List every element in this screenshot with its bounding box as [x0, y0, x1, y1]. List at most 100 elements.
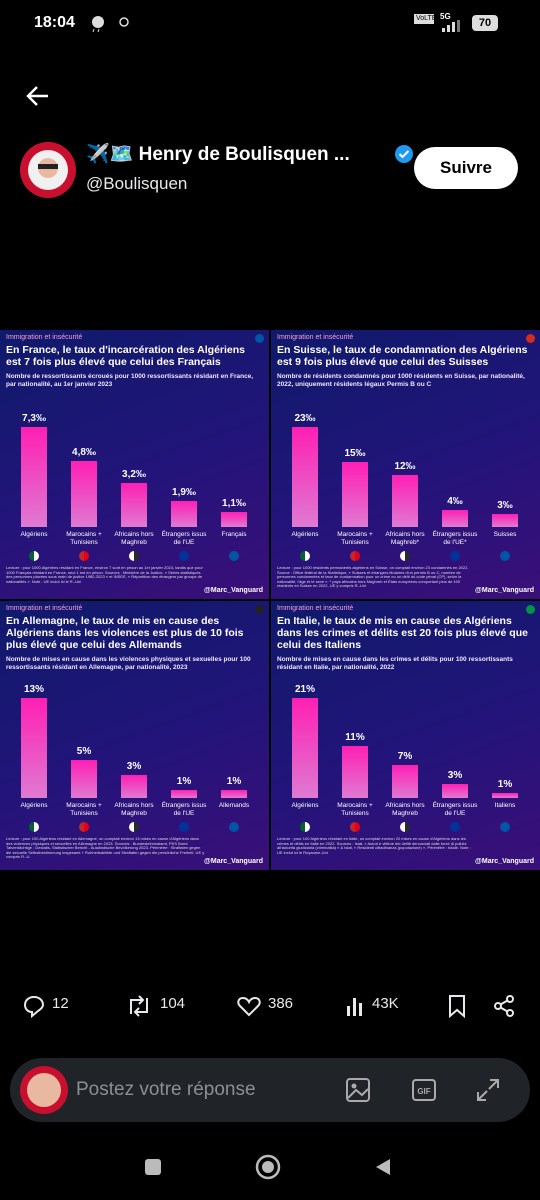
flag-icon — [500, 822, 510, 832]
country-flag — [526, 605, 535, 614]
chart-title: En Suisse, le taux de condamnation des A… — [277, 344, 528, 368]
footnote: Lecture : pour 100 Algériens résidant en… — [6, 837, 205, 860]
expand-button[interactable] — [474, 1076, 502, 1104]
volte-badge: VoLTE — [414, 14, 437, 24]
bar — [121, 483, 147, 527]
chart-header: En Allemagne, le taux de mis en cause de… — [6, 615, 258, 672]
nav-home[interactable] — [254, 1153, 282, 1181]
category-label: Italiens — [494, 802, 516, 809]
flag-icon — [450, 822, 460, 832]
author-handle[interactable]: @Boulisquen — [86, 174, 188, 193]
bar — [292, 698, 318, 798]
category-label: Étrangers issus de l'UE — [432, 802, 478, 817]
chart-tag: Immigration et insécurité — [6, 605, 83, 612]
bar — [442, 783, 468, 798]
view-count[interactable]: 43K — [372, 995, 399, 1012]
value-label: 7% — [397, 750, 413, 762]
flag-icon — [300, 822, 310, 832]
bookmark-icon[interactable] — [446, 994, 468, 1018]
credit: @Marc_Vanguard — [475, 858, 534, 865]
country-flag — [255, 605, 264, 614]
flag-icon — [350, 551, 360, 561]
flag-icon — [400, 551, 410, 561]
category-label: Marocains + Tunisiens — [66, 802, 102, 817]
repost-icon[interactable] — [126, 994, 152, 1018]
category-label: Marocains + Tunisiens — [337, 531, 373, 546]
value-label: 1% — [497, 779, 513, 791]
like-count[interactable]: 386 — [268, 995, 294, 1012]
value-label: 15‰ — [344, 447, 366, 459]
value-label: 1,1‰ — [222, 497, 246, 509]
value-label: 7,3‰ — [22, 413, 46, 424]
flag-icon — [500, 551, 510, 561]
reply-count[interactable]: 12 — [52, 995, 69, 1012]
nav-back[interactable] — [372, 1156, 394, 1178]
author-name[interactable]: ✈️🗺️ Henry de Boulisquen ... — [86, 144, 350, 165]
credit: @Marc_Vanguard — [204, 858, 263, 865]
footnote: Lecture : pour 1000 résidents permanents… — [277, 566, 469, 589]
bar — [21, 427, 47, 527]
chart-header: En Italie, le taux de mis en cause des A… — [277, 615, 529, 672]
value-label: 3% — [126, 760, 142, 772]
credit: @Marc_Vanguard — [204, 587, 263, 594]
category-label: Africains hors Maghreb — [114, 802, 154, 817]
nav-recents[interactable] — [142, 1156, 164, 1178]
flag-icon — [350, 822, 360, 832]
category-label: Étrangers issus de l'UE* — [432, 531, 478, 546]
category-label: Algériens — [291, 531, 319, 538]
chart-subtitle: Nombre de mises en cause dans les violen… — [6, 656, 251, 671]
category-label: Français — [221, 531, 247, 538]
bar — [292, 427, 318, 527]
views-icon[interactable] — [344, 994, 368, 1018]
image-grid[interactable]: Immigration et insécurité En France, le t… — [0, 330, 540, 870]
bar — [392, 764, 418, 798]
category-label: Algériens — [20, 802, 48, 809]
flag-icon — [129, 551, 139, 561]
like-icon[interactable] — [236, 994, 262, 1018]
bar — [392, 474, 418, 527]
category-label: Africains hors Maghreb — [385, 802, 425, 817]
avatar[interactable] — [20, 142, 76, 198]
flag-icon — [450, 551, 460, 561]
back-button[interactable] — [24, 82, 52, 110]
chart-panel: Immigration et insécurité En Suisse, le t… — [271, 330, 540, 599]
category-label: Marocains + Tunisiens — [66, 531, 102, 546]
bar — [21, 698, 47, 798]
category-label: Algériens — [291, 802, 319, 809]
bar — [342, 461, 368, 527]
bar — [342, 745, 368, 798]
bar — [71, 759, 97, 798]
category-label: Africains hors Maghreb* — [385, 531, 425, 546]
value-label: 3% — [447, 769, 463, 781]
my-avatar — [20, 1066, 68, 1114]
value-label: 1% — [176, 776, 192, 788]
bar — [121, 774, 147, 798]
follow-button[interactable]: Suivre — [414, 147, 518, 189]
chart-title: En France, le taux d'incarcération des A… — [6, 344, 246, 368]
flag-icon — [229, 822, 239, 832]
reply-icon[interactable] — [22, 994, 46, 1018]
weather-icon — [92, 16, 104, 32]
country-flag — [255, 334, 264, 343]
category-label: Étrangers issus de l'UE — [161, 802, 207, 817]
country-flag — [526, 334, 535, 343]
reply-box[interactable] — [10, 1058, 530, 1122]
flag-icon — [179, 822, 189, 832]
flag-icon — [79, 822, 89, 832]
image-button[interactable] — [344, 1076, 372, 1104]
clock: 18:04 — [34, 14, 75, 31]
value-label: 1,9‰ — [172, 486, 196, 498]
value-label: 4‰ — [447, 495, 463, 507]
chart-header: En Suisse, le taux de condamnation des A… — [277, 344, 529, 389]
share-icon[interactable] — [492, 994, 516, 1018]
value-label: 12‰ — [394, 460, 416, 472]
network: 5G — [440, 12, 451, 21]
repost-count[interactable]: 104 — [160, 995, 186, 1012]
category-label: Suisses — [493, 531, 517, 538]
reply-placeholder[interactable]: Postez votre réponse — [76, 1079, 256, 1100]
gif-button[interactable]: GIF — [410, 1076, 438, 1104]
flag-icon — [229, 551, 239, 561]
category-label: Algériens — [20, 531, 48, 538]
category-label: Africains hors Maghreb — [114, 531, 154, 546]
